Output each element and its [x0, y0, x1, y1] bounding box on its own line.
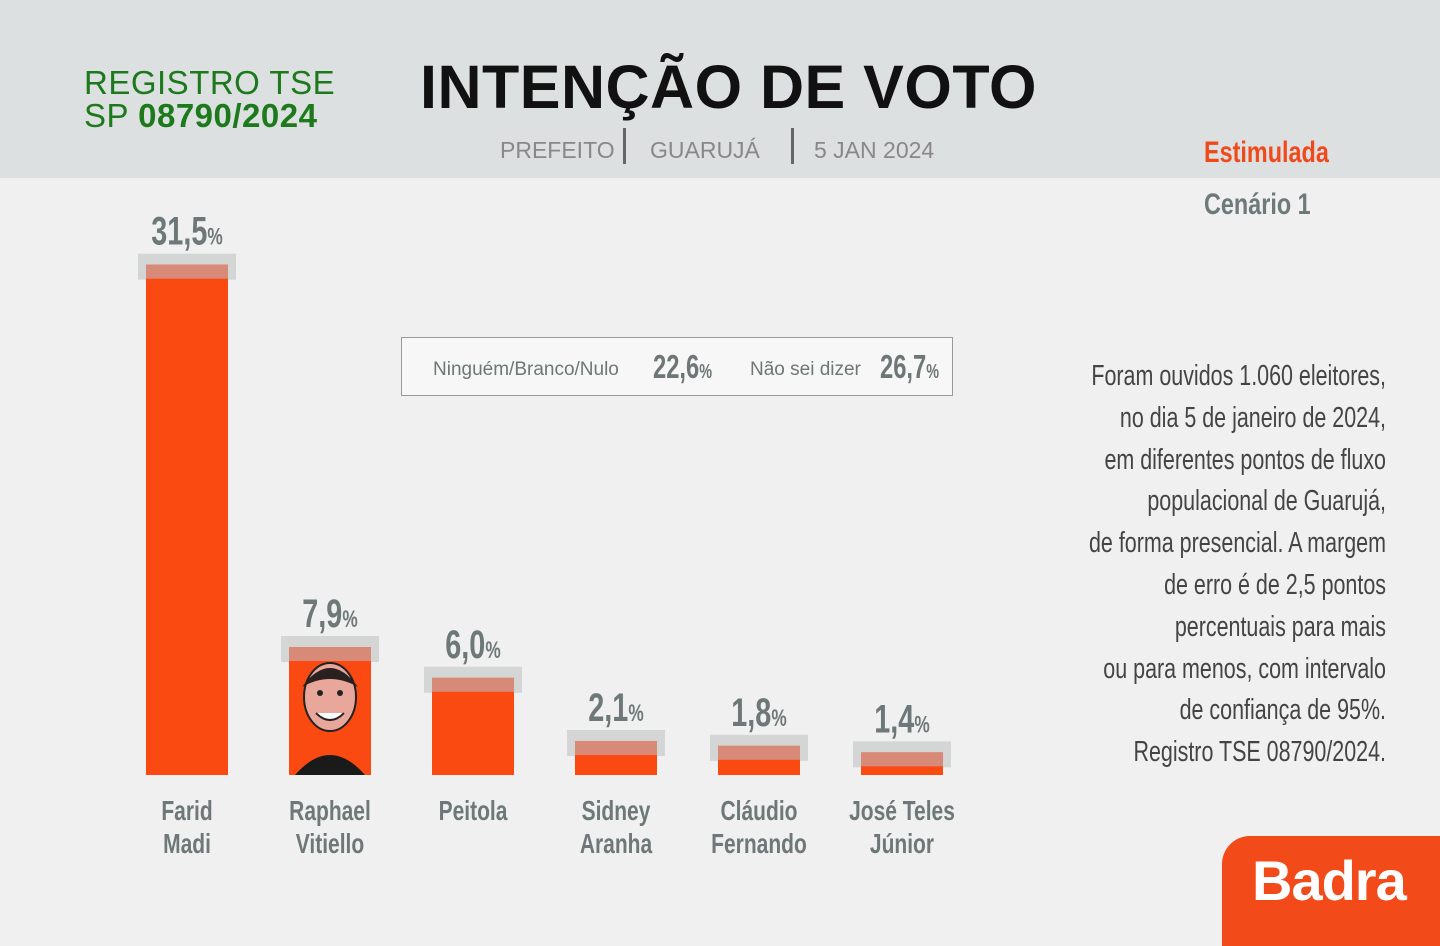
value-number: 1,8	[731, 690, 771, 735]
value-label: 1,8%	[731, 690, 787, 735]
value-label: 7,9%	[302, 591, 358, 636]
scenario-label: Cenário 1	[1204, 188, 1311, 221]
note-line: em diferentes pontos de fluxo	[1104, 443, 1386, 476]
note-line: populacional de Guarujá,	[1147, 485, 1386, 518]
registro-line2: SP 08790/2024	[84, 99, 335, 132]
bar-cap	[289, 647, 371, 662]
bar-cap	[146, 264, 228, 279]
note-line: de confiança de 95%.	[1179, 694, 1386, 727]
value-label: 6,0%	[445, 622, 501, 667]
bar	[146, 264, 228, 775]
value-percent: %	[207, 224, 223, 250]
methodology-note: Foram ouvidos 1.060 eleitores, no dia 5 …	[1031, 356, 1386, 774]
registro-line1: REGISTRO TSE	[84, 64, 336, 101]
note-line: percentuais para mais	[1174, 610, 1386, 643]
note-line: no dia 5 de janeiro de 2024,	[1119, 401, 1386, 434]
category-label: Raphael	[289, 796, 371, 827]
value-number: 7,9	[302, 591, 342, 636]
category-label: Fernando	[711, 829, 807, 860]
value-label: 1,4%	[874, 697, 930, 742]
note-line: de erro é de 2,5 pontos	[1164, 568, 1386, 601]
photo-hair	[302, 668, 358, 688]
page-title: INTENÇÃO DE VOTO	[420, 53, 1037, 121]
survey-type: Estimulada	[1204, 136, 1329, 169]
bar-cap	[575, 740, 657, 755]
registro-tse: REGISTRO TSE SP 08790/2024	[84, 66, 335, 132]
value-percent: %	[342, 606, 358, 632]
note-line: Registro TSE 08790/2024.	[1133, 736, 1386, 769]
note-line: de forma presencial. A margem	[1088, 527, 1386, 560]
value-label: 31,5%	[151, 209, 223, 254]
subtitle-divider	[791, 128, 794, 164]
registro-prefix: SP	[84, 97, 129, 134]
badra-logo: Badra	[1222, 836, 1440, 946]
ninguem-value: 22,6%	[653, 348, 713, 385]
subtitle-divider	[623, 128, 626, 164]
category-label: José Teles	[849, 796, 955, 827]
value-number: 1,4	[874, 697, 915, 742]
value-number: 6,0	[445, 622, 485, 667]
photo-eye	[317, 690, 323, 697]
category-label: Cláudio	[721, 796, 798, 827]
others-box: Ninguém/Branco/Nulo 22,6% Não sei dizer …	[401, 337, 953, 396]
bar-cap	[718, 745, 800, 760]
note-line: Foram ouvidos 1.060 eleitores,	[1091, 360, 1386, 392]
photo-eye	[337, 690, 343, 697]
value-percent: %	[914, 712, 930, 738]
subtitle-cargo: PREFEITO	[500, 137, 615, 163]
nao-sei-value: 26,7%	[880, 348, 940, 385]
note-line: ou para menos, com intervalo	[1103, 652, 1386, 685]
value-number: 2,1	[588, 685, 628, 730]
category-label: Aranha	[580, 829, 653, 860]
category-label: Sidney	[582, 796, 651, 827]
category-label: Farid	[161, 796, 212, 827]
bar	[432, 677, 514, 775]
category-label: Júnior	[870, 829, 934, 860]
value-percent: %	[771, 705, 787, 731]
header-band	[0, 0, 1440, 178]
nao-sei-label: Não sei dizer	[750, 359, 861, 380]
photo-smile	[315, 712, 345, 722]
photo-shoulders	[295, 755, 365, 775]
subtitle-city: GUARUJÁ	[650, 137, 760, 163]
value-percent: %	[485, 637, 501, 663]
value-label: 2,1%	[588, 685, 644, 730]
subtitle-date: 5 JAN 2024	[814, 137, 935, 163]
category-label: Madi	[163, 829, 211, 860]
category-label: Peitola	[439, 796, 508, 827]
bar-cap	[861, 752, 943, 767]
bar-cap	[432, 677, 514, 692]
brand-name: Badra	[1252, 849, 1407, 912]
candidate-photo	[295, 662, 365, 775]
value-percent: %	[628, 700, 644, 726]
ninguem-label: Ninguém/Branco/Nulo	[433, 359, 619, 380]
registro-number: 08790/2024	[138, 97, 318, 134]
category-label: Vitiello	[296, 829, 364, 860]
value-number: 31,5	[151, 209, 207, 254]
